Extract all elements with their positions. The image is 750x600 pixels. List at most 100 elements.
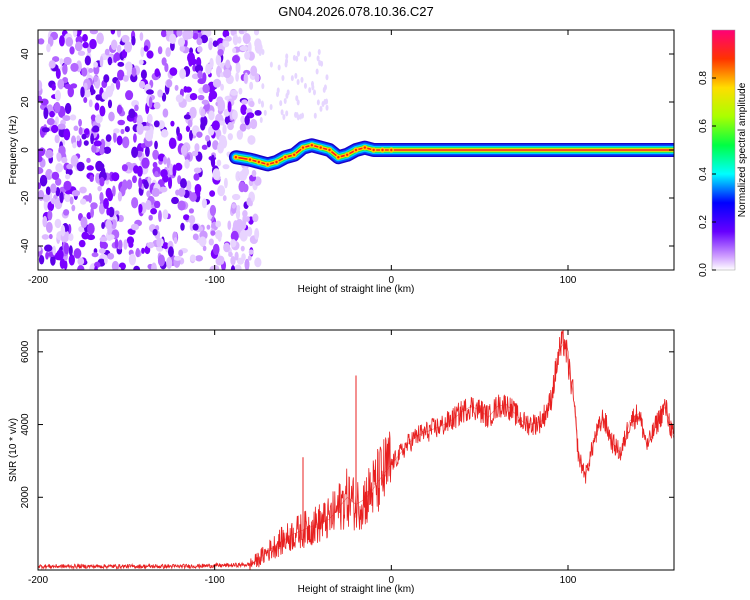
noise-blob	[209, 190, 216, 197]
noise-blob	[126, 179, 133, 190]
signal-blob-core	[310, 144, 314, 147]
noise-blob	[154, 68, 160, 77]
colorbar-tick-label: 0.8	[698, 71, 709, 85]
noise-blob	[202, 245, 207, 252]
noise-blob	[210, 154, 215, 167]
noise-blob	[177, 200, 186, 211]
colorbar-frame	[711, 29, 736, 271]
noise-blob	[251, 169, 257, 177]
noise-blob	[281, 75, 285, 82]
noise-blob	[176, 30, 183, 37]
noise-blob	[195, 255, 204, 262]
noise-blob	[246, 226, 253, 237]
noise-blob	[179, 68, 187, 80]
noise-blob	[166, 79, 173, 88]
noise-blob	[111, 172, 120, 182]
noise-blob	[296, 114, 300, 121]
snr-y-tick-label: 6000	[20, 340, 31, 363]
noise-blob	[192, 32, 199, 40]
noise-blob	[51, 171, 60, 181]
spectrogram-x-ticks: -200 -100 0 100	[28, 30, 577, 286]
noise-blob	[138, 59, 144, 65]
noise-blob	[189, 106, 197, 119]
noise-blob	[178, 249, 184, 257]
signal-blob-core	[319, 146, 322, 149]
noise-blob	[50, 255, 56, 266]
snr-panel: -200 -100 0 100 2000 4000 6000 Height of stra…	[8, 329, 675, 595]
noise-blob	[227, 101, 232, 113]
noise-blob	[185, 125, 191, 132]
noise-blob	[151, 262, 157, 270]
noise-blob	[200, 34, 209, 44]
noise-blob	[325, 74, 329, 81]
figure-title: GN04.2026.078.10.36.C27	[278, 4, 433, 19]
noise-blob	[191, 150, 199, 157]
noise-blob	[70, 62, 79, 72]
noise-blob	[78, 118, 82, 127]
noise-blob	[72, 30, 78, 38]
noise-blob	[86, 157, 91, 163]
noise-blob	[77, 264, 85, 270]
noise-blob	[159, 186, 168, 193]
noise-blob	[212, 168, 221, 181]
noise-blob	[89, 30, 98, 35]
noise-blob	[142, 125, 151, 131]
noise-blob	[282, 113, 286, 120]
noise-blob	[108, 234, 115, 240]
noise-blob	[250, 118, 258, 130]
snr-x-tick-label: 100	[560, 575, 577, 586]
noise-blob	[205, 63, 212, 75]
snr-frame	[37, 329, 675, 571]
noise-blob	[69, 46, 75, 55]
noise-blob	[67, 86, 75, 98]
spectrogram-x-tick-label: -100	[205, 275, 225, 286]
noise-blob	[183, 214, 190, 221]
noise-blob	[223, 109, 230, 117]
noise-blob	[292, 54, 296, 61]
noise-blob	[162, 108, 169, 118]
noise-blob	[239, 123, 247, 132]
colorbar-tick-label: 0.2	[698, 215, 709, 229]
noise-blob	[247, 255, 252, 261]
noise-blob	[125, 90, 134, 101]
noise-blob	[131, 35, 136, 46]
spectrogram-y-tick-label: -20	[20, 190, 31, 205]
noise-blob	[215, 54, 222, 66]
noise-blob	[235, 72, 239, 82]
noise-blob	[41, 127, 50, 133]
noise-blob	[237, 36, 242, 44]
noise-blob	[154, 140, 158, 150]
noise-blob	[99, 176, 105, 187]
noise-blob	[146, 242, 155, 249]
noise-blob	[222, 164, 230, 170]
noise-blob	[116, 44, 122, 54]
noise-blob	[252, 213, 259, 223]
noise-blob	[107, 252, 115, 260]
noise-blob	[197, 70, 203, 79]
noise-blob	[145, 199, 152, 211]
snr-y-label: SNR (10 * v/v)	[8, 418, 19, 482]
colorbar-tick-label: 0.4	[698, 167, 709, 181]
noise-blob	[113, 128, 120, 134]
noise-blob	[283, 97, 287, 104]
noise-blob	[204, 135, 210, 142]
noise-blob	[83, 140, 89, 146]
spectrogram-y-tick-label: 0	[20, 147, 31, 153]
noise-blob	[323, 84, 327, 91]
noise-blob	[315, 68, 319, 75]
noise-blob	[239, 45, 248, 52]
noise-blob	[98, 162, 105, 170]
noise-blob	[239, 229, 248, 242]
noise-blob	[46, 117, 55, 126]
noise-blob	[130, 223, 140, 231]
noise-blob	[245, 216, 250, 223]
noise-blob	[217, 255, 225, 265]
noise-blob	[212, 243, 220, 256]
noise-blob	[87, 223, 95, 235]
noise-blob	[246, 197, 252, 207]
noise-blob	[44, 244, 53, 252]
noise-blob	[107, 56, 113, 66]
noise-blob	[208, 93, 214, 103]
noise-blob	[125, 61, 133, 72]
noise-blob	[182, 99, 187, 106]
